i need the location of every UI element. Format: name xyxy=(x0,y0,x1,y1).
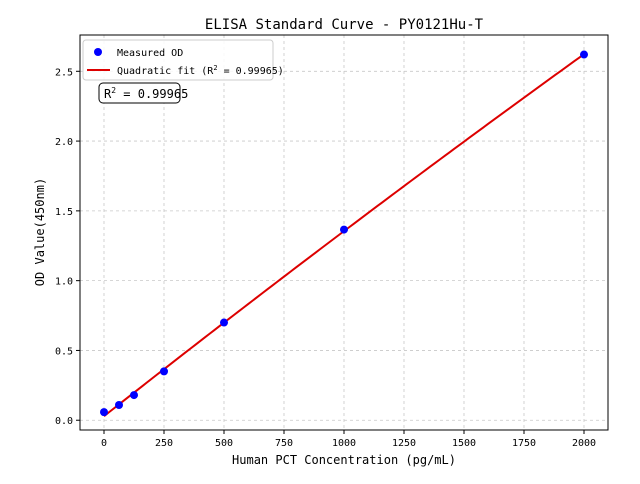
data-point xyxy=(100,408,108,417)
x-tick-label: 750 xyxy=(275,438,293,449)
y-tick-label: 1.0 xyxy=(55,277,73,288)
legend-marker-measured xyxy=(94,48,102,56)
y-tick-label: 0.0 xyxy=(55,416,73,427)
annotation-value: = 0.99965 xyxy=(116,87,188,101)
annotation-prefix: R xyxy=(104,87,112,101)
x-axis-ticks: 0 250 500 750 1000 1250 1500 1750 2000 xyxy=(101,430,596,449)
r-squared-annotation: R2 = 0.99965 xyxy=(98,82,188,104)
legend-label-fit: Quadratic fit (R2 = 0.99965) xyxy=(117,64,284,77)
y-tick-label: 2.0 xyxy=(55,137,73,148)
data-point xyxy=(115,401,123,410)
data-point xyxy=(580,50,588,59)
legend: Measured OD Quadratic fit (R2 = 0.99965) xyxy=(82,39,284,81)
annotation-text: R2 = 0.99965 xyxy=(104,86,188,101)
legend-fit-sup: 2 xyxy=(213,64,217,72)
y-tick-label: 0.5 xyxy=(55,346,73,357)
x-tick-label: 1750 xyxy=(512,438,536,449)
data-point xyxy=(220,318,228,327)
x-tick-label: 1000 xyxy=(332,438,356,449)
x-tick-label: 500 xyxy=(215,438,233,449)
x-tick-label: 2000 xyxy=(572,438,596,449)
chart-title: ELISA Standard Curve - PY0121Hu-T xyxy=(205,17,484,33)
y-axis-ticks: 0.0 0.5 1.0 1.5 2.0 2.5 xyxy=(55,67,80,427)
x-tick-label: 1250 xyxy=(392,438,416,449)
y-tick-label: 1.5 xyxy=(55,207,73,218)
legend-label-measured: Measured OD xyxy=(117,48,183,59)
legend-fit-suffix: = 0.99965) xyxy=(218,66,284,77)
x-tick-label: 250 xyxy=(155,438,173,449)
x-axis-label: Human PCT Concentration (pg/mL) xyxy=(232,453,456,467)
annotation-sup: 2 xyxy=(111,86,116,95)
data-point xyxy=(160,367,168,376)
annotation-box xyxy=(98,82,181,104)
grid xyxy=(80,35,608,430)
data-point xyxy=(130,391,138,400)
legend-box xyxy=(82,39,274,81)
x-tick-label: 0 xyxy=(101,438,107,449)
points-group xyxy=(100,50,588,417)
y-tick-label: 2.5 xyxy=(55,67,73,78)
y-axis-label: OD Value(450nm) xyxy=(33,178,47,286)
legend-fit-prefix: Quadratic fit (R xyxy=(117,66,214,77)
data-point xyxy=(340,225,348,234)
x-tick-label: 1500 xyxy=(452,438,476,449)
